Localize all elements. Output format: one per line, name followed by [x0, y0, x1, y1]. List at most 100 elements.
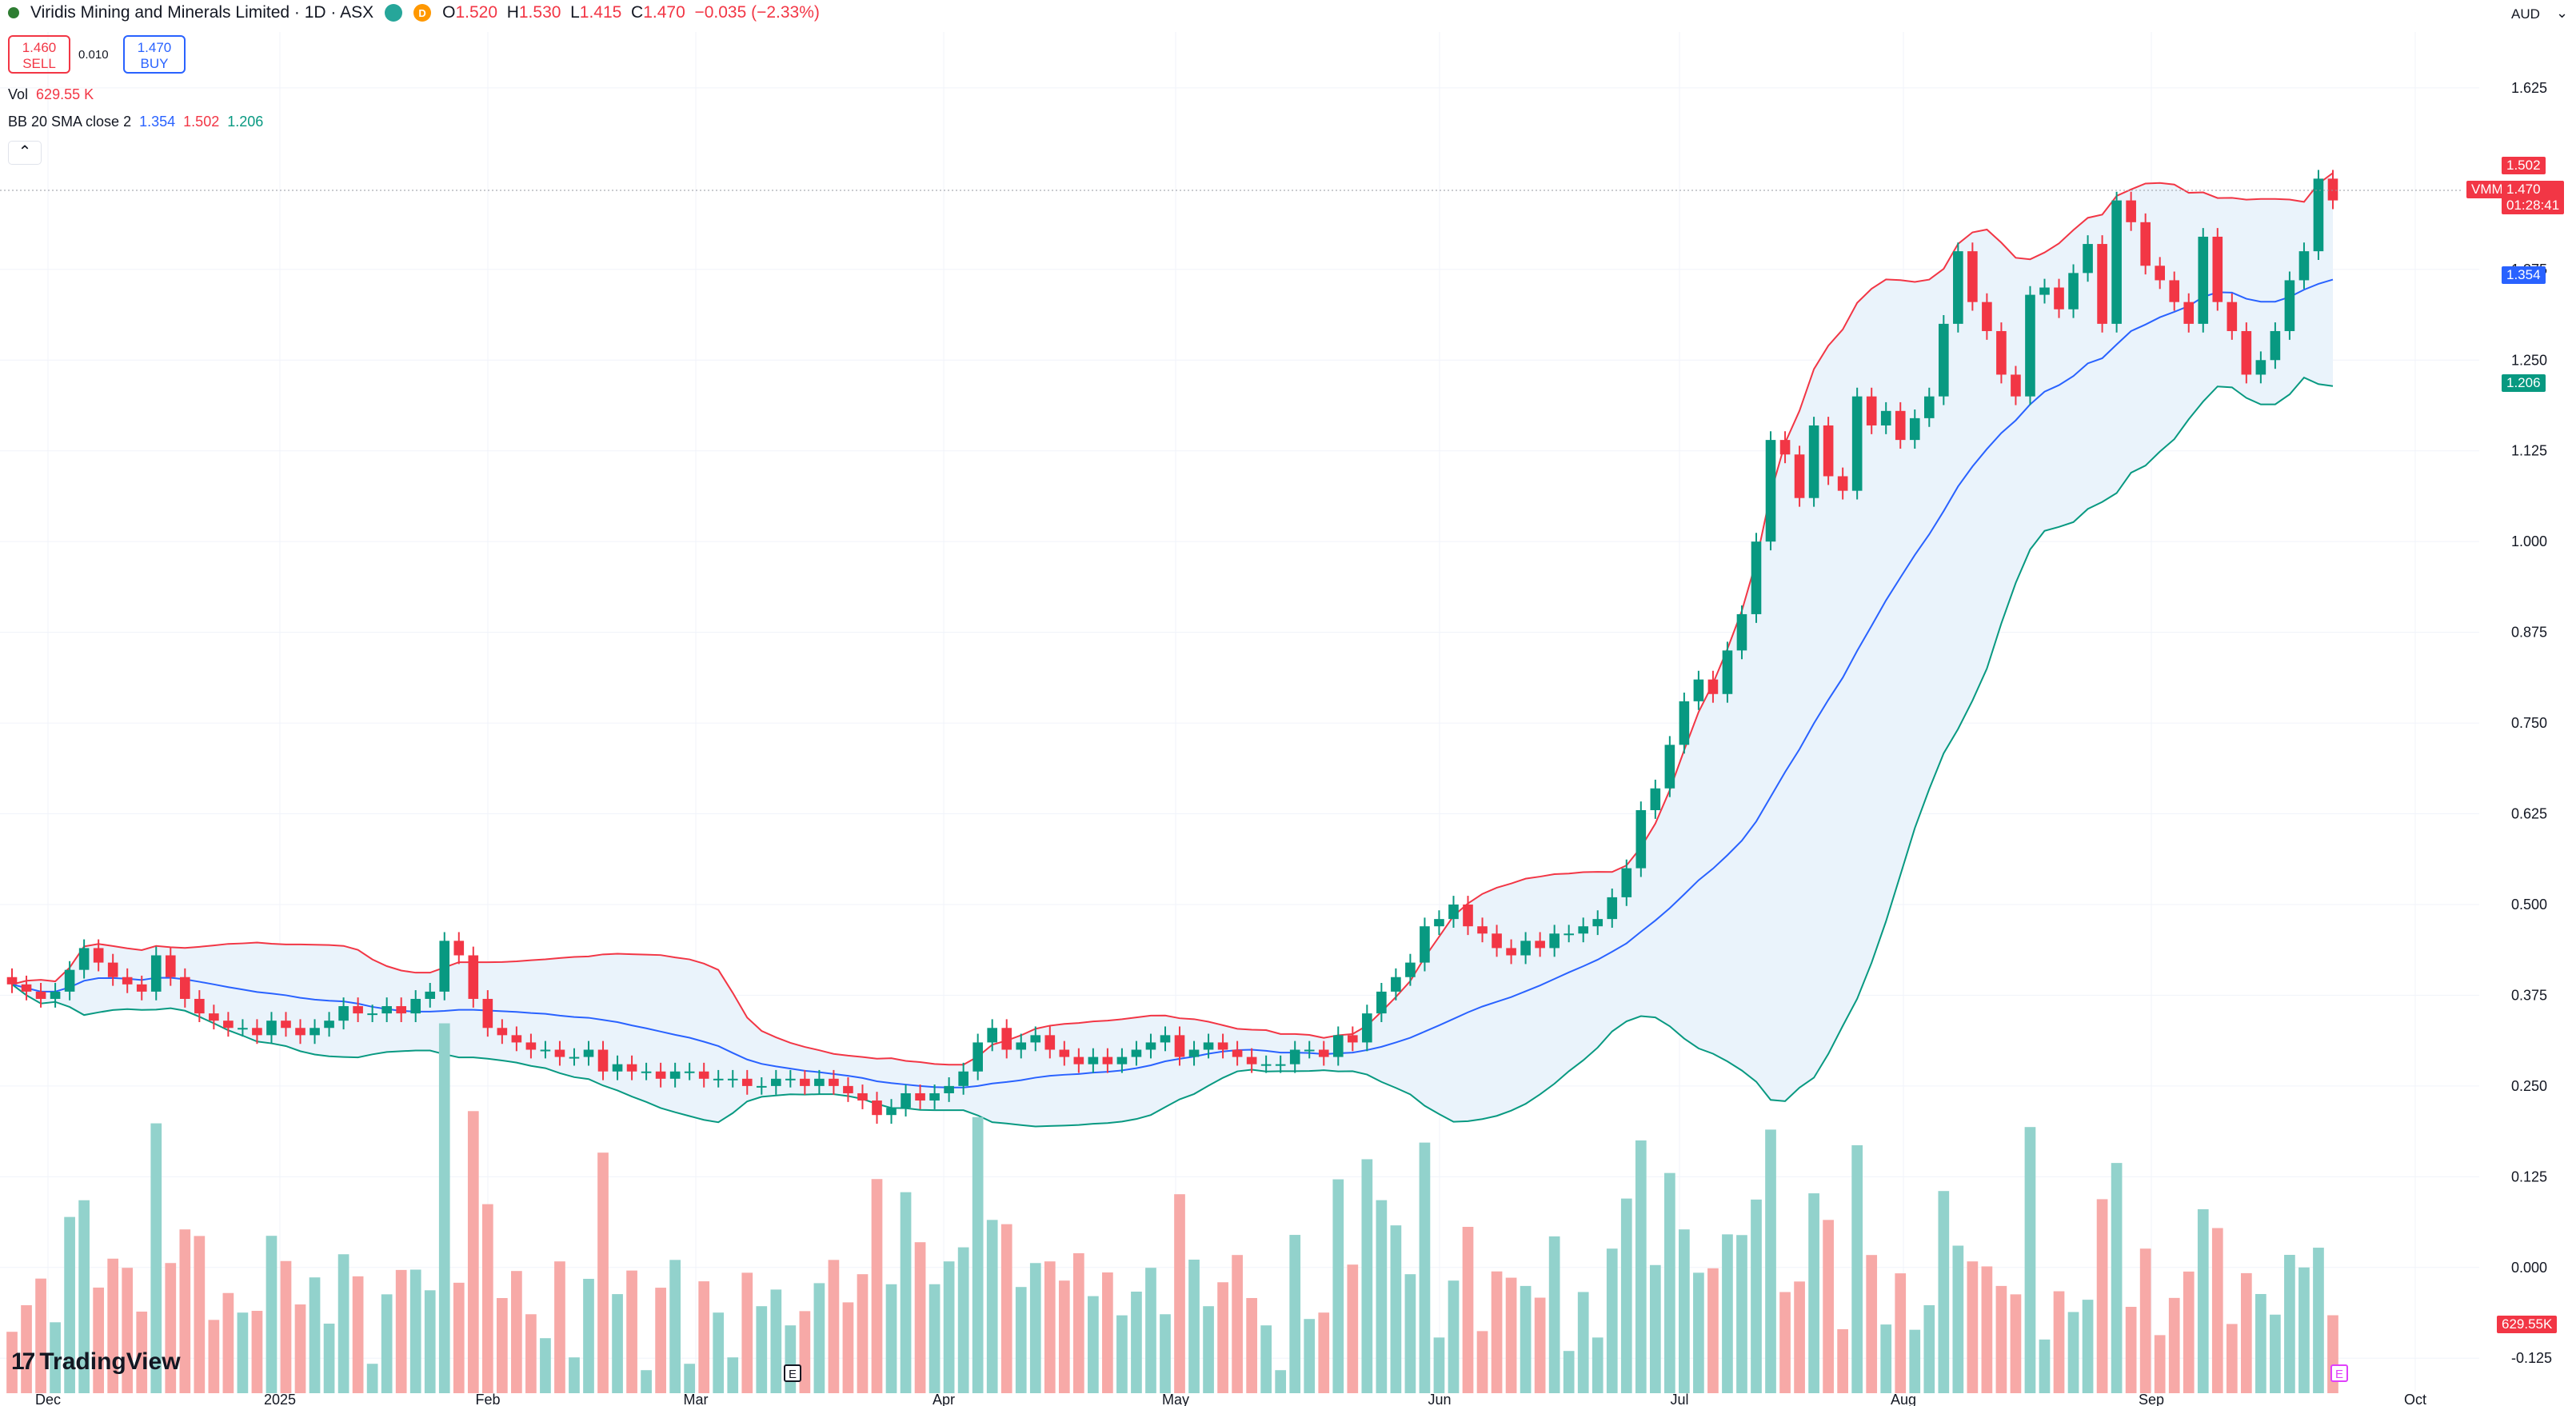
- candle: [958, 1062, 968, 1095]
- volume-bar: [1462, 1227, 1474, 1393]
- candle: [295, 1019, 306, 1045]
- volume-bar: [511, 1271, 522, 1393]
- chevron-down-icon[interactable]: ⌄: [2556, 5, 2569, 21]
- volume-bar: [612, 1294, 623, 1393]
- candle: [2068, 264, 2079, 318]
- volume-bar: [1693, 1272, 1704, 1393]
- volume-bar: [1722, 1234, 1733, 1393]
- volume-bar: [986, 1220, 998, 1393]
- candle: [1635, 801, 1647, 877]
- volume-bar: [1318, 1312, 1330, 1393]
- volume-bar: [165, 1263, 177, 1393]
- volume-bar: [2183, 1271, 2195, 1393]
- candle: [2241, 322, 2252, 384]
- candle: [641, 1062, 652, 1080]
- candle: [713, 1069, 724, 1088]
- volume-bar: [395, 1269, 407, 1393]
- candle: [2011, 365, 2021, 405]
- volume-bar: [756, 1306, 768, 1393]
- volume-bar: [6, 1332, 18, 1393]
- volume-bar: [453, 1282, 465, 1393]
- tradingview-logo[interactable]: 17 TradingView: [11, 1348, 181, 1375]
- candle: [209, 1005, 219, 1030]
- candle: [78, 939, 90, 979]
- volume-bar: [943, 1261, 955, 1393]
- candle: [310, 1019, 320, 1045]
- volume-bar: [727, 1357, 739, 1393]
- volume-bar: [424, 1290, 436, 1393]
- time-tick-label: Aug: [1891, 1392, 1916, 1406]
- candle: [2025, 286, 2035, 405]
- volume-bar: [1160, 1314, 1171, 1393]
- candle: [1304, 1041, 1315, 1059]
- volume-bar: [1823, 1220, 1834, 1393]
- candle: [21, 975, 32, 1001]
- last-price-tag: 1.470 01:28:41: [2502, 181, 2565, 214]
- candle: [669, 1062, 681, 1088]
- volume-bar: [107, 1258, 119, 1393]
- volume-bar: [1476, 1331, 1488, 1393]
- volume-bar: [78, 1200, 90, 1393]
- time-tick-label: Apr: [933, 1392, 955, 1406]
- volume-bar: [1851, 1144, 1863, 1393]
- buy-button[interactable]: 1.470 BUY: [123, 35, 186, 74]
- candle: [684, 1062, 695, 1080]
- candle: [1650, 779, 1661, 819]
- candle: [540, 1041, 551, 1059]
- volume-bar: [1563, 1351, 1575, 1393]
- candle: [1880, 401, 1891, 434]
- bb-legend[interactable]: BB 20 SMA close 2 1.354 1.502 1.206: [8, 114, 264, 130]
- candle: [367, 1005, 377, 1023]
- volume-bar: [2211, 1228, 2223, 1393]
- candle: [1564, 925, 1574, 943]
- sell-button[interactable]: 1.460 SELL: [8, 35, 70, 74]
- candle: [1232, 1041, 1243, 1066]
- bb-upper-line: [11, 172, 2334, 1066]
- ohlc-readout: O1.520 H1.530 L1.415 C1.470 −0.035 (−2.3…: [442, 3, 820, 22]
- candle: [410, 990, 421, 1023]
- volume-bar: [1390, 1225, 1402, 1393]
- volume-bar: [280, 1260, 292, 1393]
- volume-bar: [1707, 1268, 1719, 1393]
- time-axis: Dec 2025 Feb Mar Apr May Jun Jul Aug Sep Oct: [35, 1392, 2426, 1406]
- candle: [2155, 257, 2165, 290]
- candle: [1102, 1048, 1113, 1073]
- volume-bar: [1520, 1285, 1532, 1393]
- candle: [655, 1062, 666, 1088]
- candle: [1751, 533, 1762, 623]
- volume-bar: [366, 1364, 378, 1393]
- symbol-title[interactable]: Viridis Mining and Minerals Limited · 1D…: [30, 3, 374, 22]
- earnings-marker-icon[interactable]: E: [784, 1364, 801, 1382]
- volume-bar: [1765, 1129, 1776, 1393]
- candle: [1621, 859, 1632, 906]
- candle: [2054, 278, 2064, 318]
- candle: [180, 968, 190, 1008]
- market-status-icon: [385, 4, 403, 22]
- volume-bar: [150, 1123, 162, 1393]
- candle: [439, 932, 450, 1001]
- volume-legend[interactable]: Vol 629.55 K: [8, 86, 94, 102]
- candle: [800, 1069, 810, 1095]
- candle: [2183, 293, 2195, 333]
- volume-bar: [1664, 1172, 1675, 1393]
- candle: [1145, 1033, 1156, 1059]
- candle: [136, 975, 147, 1001]
- currency-label[interactable]: AUD: [2511, 6, 2540, 22]
- volume-bar: [713, 1312, 725, 1393]
- volume-bar: [900, 1192, 912, 1393]
- time-tick-label: Jul: [1670, 1392, 1688, 1406]
- volume-bar: [1246, 1297, 1257, 1393]
- candle: [1535, 932, 1545, 957]
- candle: [756, 1076, 767, 1095]
- candle: [1808, 417, 1819, 507]
- candle: [1448, 896, 1459, 929]
- volume-bar: [1088, 1296, 1099, 1393]
- collapse-legend-button[interactable]: ⌃: [8, 141, 42, 165]
- delay-badge[interactable]: D: [413, 4, 432, 22]
- candle: [1059, 1041, 1070, 1066]
- volume-bar: [914, 1242, 926, 1393]
- price-tick-label: 0.375: [2511, 987, 2547, 1003]
- earnings-marker-icon[interactable]: E: [2330, 1364, 2348, 1382]
- volume-bar: [554, 1261, 565, 1393]
